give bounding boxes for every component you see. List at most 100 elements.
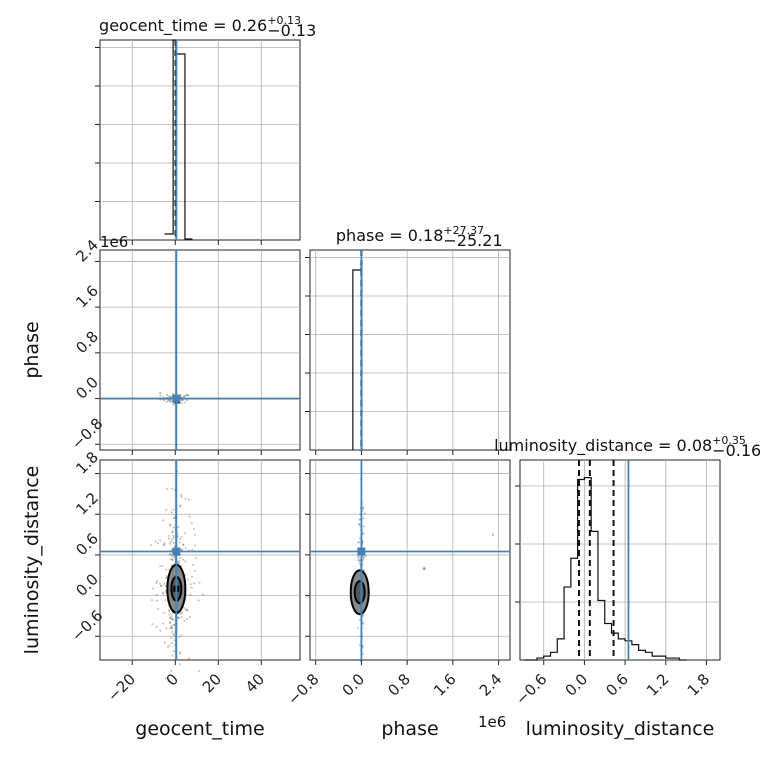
histogram-step (164, 39, 193, 240)
sample-point (170, 669, 173, 672)
sample-point (188, 515, 191, 518)
sample-point (172, 526, 175, 529)
sample-point (188, 616, 191, 619)
sample-point (172, 618, 175, 621)
x-tick-label: 0.6 (602, 670, 632, 700)
sample-point (181, 399, 184, 402)
sample-point (178, 560, 181, 563)
sample-point (187, 657, 190, 660)
sample-point (193, 582, 196, 585)
sample-point (170, 624, 173, 627)
sample-point (358, 560, 361, 563)
title-median: 0.08 (677, 436, 713, 455)
sample-point (361, 622, 364, 625)
x-axis-label: phase (381, 718, 438, 740)
title-text: luminosity_distance = 0.08+0.35 (494, 434, 746, 456)
sample-point (159, 585, 162, 588)
sample-point (164, 577, 167, 580)
sample-point (169, 542, 172, 545)
sample-point (181, 548, 184, 551)
sample-point (185, 609, 188, 612)
truth-marker (357, 547, 366, 556)
title-equals: = (653, 436, 677, 455)
sample-point (167, 680, 170, 683)
x-tick-label: −0.6 (512, 670, 550, 708)
sample-point (361, 644, 364, 647)
y-offset-text: 1e6 (100, 233, 128, 251)
sample-point (189, 593, 192, 596)
sample-point (182, 543, 185, 546)
sample-point (151, 623, 154, 626)
scatter-luminosity_distance-vs-geocent_time (95, 459, 301, 683)
sample-point (359, 659, 362, 662)
sample-point (172, 508, 175, 511)
sample-point (170, 637, 173, 640)
sample-point (202, 593, 205, 596)
sample-point (163, 611, 166, 614)
x-axis-label: geocent_time (135, 718, 264, 740)
truth-marker (172, 547, 181, 556)
sample-point (168, 644, 171, 647)
panel-title: geocent_time = 0.26+0.13−0.13 (99, 14, 316, 40)
sample-point (167, 534, 170, 537)
sample-point (167, 399, 170, 402)
sample-point (170, 548, 173, 551)
sample-point (154, 540, 157, 543)
sample-point (180, 402, 183, 405)
sample-point (162, 622, 165, 625)
sample-point (170, 614, 173, 617)
sample-point (170, 617, 173, 620)
x-tick-label: 1.2 (643, 670, 673, 700)
sample-point (198, 581, 201, 584)
title-text: geocent_time = 0.26+0.13 (99, 14, 301, 36)
sample-point (165, 508, 168, 511)
sample-point (167, 609, 170, 612)
title-equals: = (384, 226, 408, 245)
hist-luminosity_distance (515, 459, 721, 665)
sample-point (359, 513, 362, 516)
sample-point (185, 618, 188, 621)
sample-point (169, 627, 172, 630)
sample-point (170, 400, 173, 403)
sample-point (173, 516, 176, 519)
sample-point (491, 533, 494, 536)
sample-point (159, 582, 162, 585)
sample-point (191, 548, 194, 551)
sample-point (163, 543, 166, 546)
sample-point (357, 559, 360, 562)
sample-point (180, 495, 183, 498)
sample-point (162, 592, 165, 595)
sample-point (169, 558, 172, 561)
sample-point (177, 617, 180, 620)
hist-geocent_time (95, 39, 301, 245)
sample-point (178, 541, 181, 544)
sample-point (177, 535, 180, 538)
sample-point (194, 544, 197, 547)
y-tick-label: −0.6 (68, 606, 106, 644)
sample-point (183, 532, 186, 535)
sample-point (163, 399, 166, 402)
sample-point (362, 614, 365, 617)
sample-point (184, 394, 187, 397)
sample-point (186, 578, 189, 581)
title-median: 0.26 (232, 16, 268, 35)
sample-point (180, 548, 183, 551)
title-param: phase (336, 226, 384, 245)
sample-point (358, 562, 361, 565)
title-equals: = (208, 16, 232, 35)
sample-point (155, 625, 158, 628)
sample-point (179, 538, 182, 541)
y-axis-label: luminosity_distance (21, 466, 43, 655)
sample-point (362, 525, 365, 528)
sample-point (192, 527, 195, 530)
histogram-step (523, 477, 687, 661)
sample-point (184, 608, 187, 611)
sample-point (173, 650, 176, 653)
sample-point (152, 587, 155, 590)
sample-point (169, 621, 172, 624)
sample-point (187, 498, 190, 501)
sample-point (195, 556, 198, 559)
panel-frame (99, 39, 301, 241)
x-tick-label: 20 (199, 670, 225, 696)
